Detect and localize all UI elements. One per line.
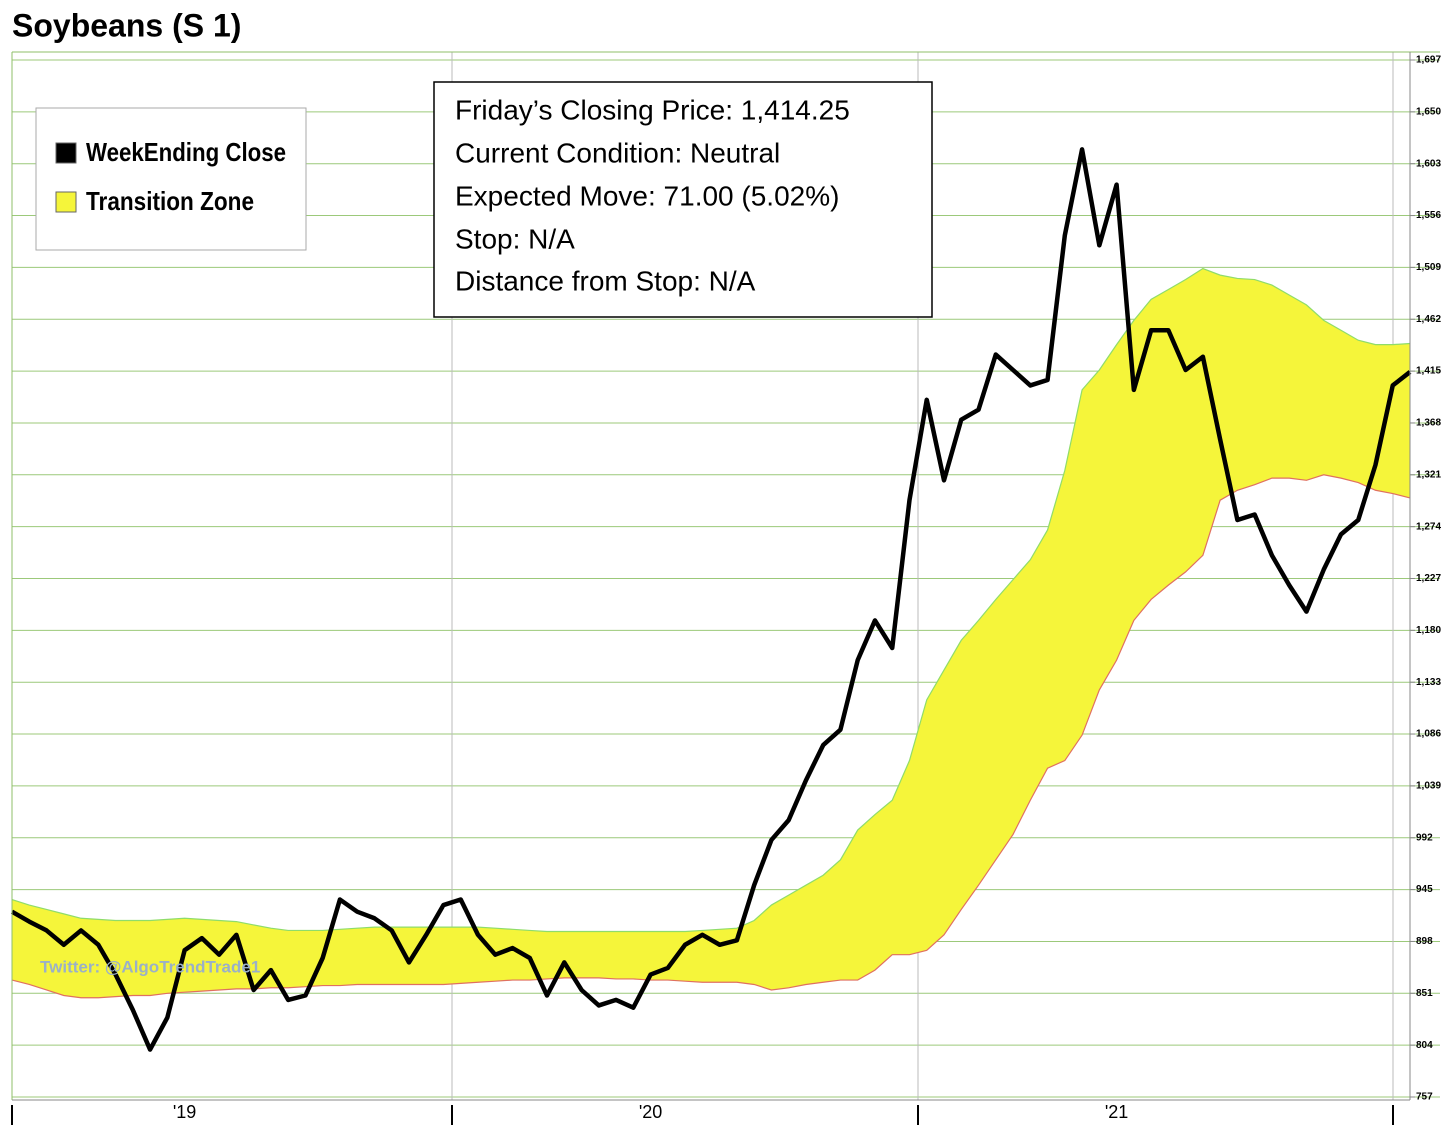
y-tick-label: 1,086 [1416, 729, 1441, 740]
y-tick-label: 1,509 [1416, 262, 1441, 273]
legend-label: Transition Zone [86, 186, 254, 216]
close-line [10, 147, 1412, 1052]
info-line: Current Condition: Neutral [455, 137, 780, 168]
y-tick-label: 1,650 [1416, 106, 1441, 117]
y-tick-label: 1,603 [1416, 158, 1441, 169]
info-line: Expected Move: 71.00 (5.02%) [455, 180, 839, 211]
y-tick-label: 1,274 [1416, 521, 1441, 532]
y-tick-label: 1,462 [1416, 314, 1441, 325]
y-tick-label: 1,133 [1416, 677, 1441, 688]
y-tick-label: 757 [1416, 1092, 1433, 1103]
y-tick-label: 945 [1416, 884, 1433, 895]
legend-swatch [55, 191, 77, 213]
zone-edge [11, 267, 1411, 933]
info-box: Friday’s Closing Price: 1,414.25 Current… [433, 81, 933, 318]
x-tick-label: '19 [173, 1102, 196, 1122]
y-tick-label: 851 [1416, 988, 1433, 999]
x-tick-label: '21 [1105, 1102, 1128, 1122]
info-line: Stop: N/A [455, 223, 575, 254]
info-frame [433, 81, 933, 318]
y-tick-label: 1,415 [1416, 366, 1441, 377]
y-tick-label: 804 [1416, 1040, 1433, 1051]
y-tick-label: 1,039 [1416, 781, 1441, 792]
y-tick-label: 1,368 [1416, 418, 1441, 429]
chart-title: Soybeans (S 1) [12, 7, 241, 43]
transition-zone [12, 268, 1410, 998]
legend-box [35, 107, 307, 251]
legend-swatch [55, 142, 77, 164]
y-tick-label: 898 [1416, 936, 1433, 947]
y-tick-label: 1,697 [1416, 55, 1441, 66]
info-line: Friday’s Closing Price: 1,414.25 [455, 94, 850, 125]
x-tick-label: '20 [639, 1102, 662, 1122]
legend: WeekEnding Close Transition Zone [35, 107, 307, 251]
y-tick-label: 1,227 [1416, 573, 1441, 584]
legend-label: WeekEnding Close [86, 137, 286, 167]
y-tick-label: 1,321 [1416, 469, 1441, 480]
y-tick-label: 992 [1416, 832, 1433, 843]
zone-edge [11, 474, 1411, 999]
y-tick-label: 1,556 [1416, 210, 1441, 221]
watermark: Twitter: @AlgoTrendTrade1 [40, 957, 260, 976]
y-tick-label: 1,180 [1416, 625, 1441, 636]
plot [10, 147, 1412, 1052]
info-line: Distance from Stop: N/A [455, 265, 756, 296]
